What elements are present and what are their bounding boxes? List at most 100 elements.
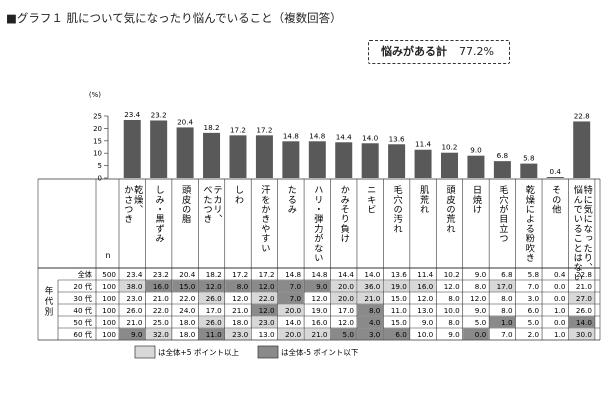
row-n: 100	[102, 306, 116, 315]
bar	[414, 149, 432, 178]
cell-value: 22.0	[259, 294, 275, 303]
cell-highlight-low	[357, 328, 383, 340]
row-n: 100	[102, 330, 116, 339]
bar	[150, 120, 168, 178]
cell-value: 21.0	[126, 318, 142, 327]
cell-highlight-high	[410, 280, 436, 292]
bar	[282, 141, 300, 178]
cell-value: 13.0	[259, 330, 275, 339]
cell-value: 12.0	[232, 294, 248, 303]
legend-swatch	[257, 345, 279, 359]
row-label: 40 代	[73, 306, 92, 315]
cell-value: 21.0	[153, 294, 169, 303]
cell-value: 0.4	[554, 270, 566, 279]
cell-value: 3.0	[369, 330, 381, 339]
cell-value: 12.0	[259, 282, 275, 291]
y-tick-label: 10	[93, 150, 102, 158]
bar	[361, 143, 379, 178]
cell-value: 17.2	[259, 270, 275, 279]
cell-value: 21.0	[232, 306, 248, 315]
cell-highlight-low	[489, 316, 516, 328]
row-n: 500	[102, 270, 116, 279]
bar-value-label: 0.4	[550, 167, 562, 176]
cell-value: 12.0	[470, 294, 486, 303]
cell-highlight-low	[145, 280, 172, 292]
y-tick-label: 20	[93, 125, 102, 133]
category-label: しみ・黒ずみ	[153, 185, 165, 243]
cell-highlight-high	[304, 328, 331, 340]
cell-value: 18.0	[179, 330, 195, 339]
category-label: 毛穴の汚れ	[391, 184, 403, 233]
cell-value: 17.2	[232, 270, 248, 279]
cell-value: 14.0	[576, 318, 592, 327]
cell-value: 36.0	[364, 282, 380, 291]
bar-value-label: 14.0	[362, 133, 378, 142]
cell-highlight-high	[357, 292, 383, 304]
category-label: 頭皮の脂	[180, 185, 192, 224]
cell-value: 17.0	[497, 282, 513, 291]
cell-value: 14.8	[285, 270, 301, 279]
y-tick-label: 0	[98, 175, 102, 183]
legend-label: は全体+5 ポイント以上	[158, 347, 239, 357]
cell-value: 20.4	[179, 270, 195, 279]
cell-highlight-high	[198, 292, 225, 304]
cell-value: 21.0	[312, 330, 328, 339]
cell-value: 2.0	[528, 330, 540, 339]
category-label: その他	[550, 185, 562, 214]
row-label: 60 代	[73, 330, 92, 339]
cell-value: 15.0	[391, 294, 407, 303]
cell-highlight-high	[145, 328, 172, 340]
cell-value: 10.0	[417, 330, 433, 339]
cell-value: 0.0	[554, 318, 566, 327]
cell-value: 20.0	[338, 282, 354, 291]
cell-highlight-low	[304, 280, 331, 292]
category-label: 毛穴が目立つ	[497, 184, 509, 243]
bar-value-label: 5.8	[523, 154, 535, 163]
cell-value: 23.0	[126, 294, 142, 303]
cell-value: 22.0	[179, 294, 195, 303]
cell-value: 17.0	[338, 306, 354, 315]
category-label: たるみ	[285, 185, 297, 214]
cell-value: 16.0	[312, 318, 328, 327]
cell-highlight-high	[383, 280, 410, 292]
category-label: テカリ、	[211, 185, 222, 224]
row-label: 全体	[78, 270, 92, 279]
cell-value: 16.0	[417, 282, 433, 291]
chart-title: ■グラフ１ 肌について気になったり悩んでいること（複数回答）	[6, 11, 342, 25]
y-tick-label: 25	[93, 113, 102, 121]
cell-highlight-low	[330, 328, 357, 340]
total-callout: 悩みがある計 77.2%	[368, 40, 510, 64]
bar-value-label: 10.2	[441, 143, 457, 152]
cell-highlight-low	[198, 328, 225, 340]
cell-value: 0.0	[554, 294, 566, 303]
y-axis-unit: (%)	[89, 91, 101, 99]
cell-value: 9.0	[316, 282, 328, 291]
cell-value: 18.0	[232, 318, 248, 327]
bar	[255, 135, 273, 178]
cell-highlight-high	[330, 292, 357, 304]
bar	[203, 132, 221, 178]
cell-value: 7.0	[290, 294, 302, 303]
cell-value: 15.0	[179, 282, 195, 291]
legend-swatch	[134, 345, 156, 359]
bar-value-label: 20.4	[177, 117, 193, 126]
cell-value: 14.0	[364, 270, 380, 279]
cell-highlight-high	[278, 328, 304, 340]
cell-value: 26.0	[206, 318, 222, 327]
category-label: べたつき	[201, 185, 213, 224]
cell-value: 11.4	[417, 270, 433, 279]
cell-value: 9.0	[131, 330, 143, 339]
bar-value-label: 11.4	[415, 140, 431, 149]
cell-value: 5.0	[475, 318, 487, 327]
cell-value: 16.0	[153, 282, 169, 291]
bar-value-label: 14.4	[336, 132, 352, 141]
cell-value: 5.0	[343, 330, 355, 339]
cell-highlight-high	[198, 316, 225, 328]
n-header: n	[105, 251, 110, 260]
cell-value: 14.8	[312, 270, 328, 279]
cell-highlight-high	[330, 280, 357, 292]
cell-value: 10.2	[444, 270, 460, 279]
category-label: 特に気になったり、	[581, 184, 593, 272]
cell-highlight-low	[463, 328, 489, 340]
